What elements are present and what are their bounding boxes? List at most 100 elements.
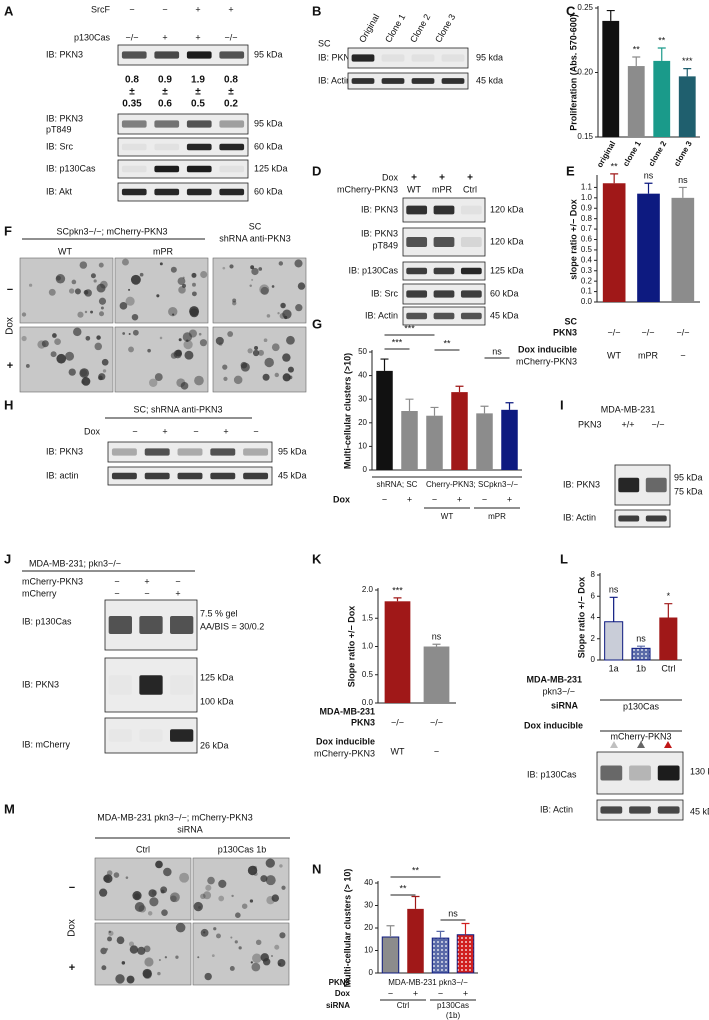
panel-letter: B: [312, 3, 321, 18]
y-tick-label: 40: [364, 878, 373, 887]
cell: [96, 335, 101, 340]
label: 120 kDa: [490, 236, 524, 246]
cell: [200, 271, 208, 279]
blot: [117, 182, 249, 202]
cell: [84, 310, 88, 314]
label: 45 kda: [476, 75, 503, 85]
label: Dox: [5, 317, 16, 335]
label: −: [438, 988, 443, 998]
cell: [265, 875, 276, 886]
label: Original: [357, 12, 381, 44]
label: Ctrl: [397, 1001, 410, 1010]
label: −/−: [641, 327, 654, 337]
panel-letter: I: [560, 397, 564, 412]
cell: [107, 936, 112, 942]
cell: [170, 266, 177, 273]
lane-marker: [637, 741, 645, 748]
blot-band: [186, 143, 212, 151]
label: 7.5 % gel: [200, 608, 238, 618]
cell: [125, 296, 135, 306]
x-tick-label: 1b: [636, 663, 646, 673]
cell: [56, 353, 67, 364]
label: ±: [195, 87, 201, 98]
blot: [347, 72, 469, 90]
blot-band: [170, 729, 194, 742]
cell: [198, 332, 202, 336]
label: 60 kDa: [490, 288, 519, 298]
label: Dox: [67, 919, 78, 937]
y-tick-label: 0.15: [577, 132, 593, 141]
label: −: [114, 588, 119, 598]
label: mPR: [488, 512, 506, 521]
label: MDA-MB-231: [601, 404, 656, 414]
cell: [143, 945, 151, 953]
blot-band: [460, 205, 482, 215]
cell: [274, 372, 279, 378]
cell: [280, 302, 286, 309]
cell: [74, 288, 81, 295]
label: 95 kDa: [278, 446, 307, 456]
error-bar: [657, 47, 666, 61]
cell: [251, 278, 254, 281]
y-tick-label: 0.7: [581, 224, 593, 233]
cell: [96, 283, 106, 293]
significance: ns: [609, 585, 619, 595]
blot-band: [170, 675, 193, 694]
panel-letter: E: [566, 163, 575, 178]
cell: [50, 351, 57, 358]
label: mCherry-PKN3: [610, 731, 671, 741]
label: mCherry: [22, 588, 57, 598]
bar: [659, 617, 678, 660]
label: +: [195, 32, 200, 42]
label: IB: Src: [371, 288, 399, 298]
y-tick-label: 2: [591, 634, 596, 643]
cell: [279, 864, 283, 868]
cell: [182, 332, 193, 342]
label: 0.2: [224, 99, 238, 110]
cell: [252, 349, 260, 357]
error-bar: [455, 385, 464, 393]
blot-band: [618, 477, 640, 493]
bar: [476, 413, 493, 470]
cell: [94, 342, 103, 351]
bar: [456, 934, 475, 974]
cell: [121, 258, 129, 266]
bar: [423, 646, 450, 703]
cell: [125, 876, 129, 879]
label: IB: Actin: [540, 804, 573, 814]
label: SC: [318, 38, 331, 48]
label: WT: [391, 746, 405, 756]
cell: [170, 895, 177, 902]
label: 95 kDa: [674, 472, 703, 482]
cell: [249, 899, 254, 903]
label: pT849: [46, 124, 72, 134]
label: 0.8: [224, 75, 238, 86]
blot: [117, 44, 249, 66]
cell: [149, 897, 159, 907]
label: PKN3: [351, 717, 375, 727]
cell: [102, 369, 107, 373]
blot-band: [121, 165, 147, 173]
cell: [156, 294, 160, 298]
panel-letter: M: [4, 801, 15, 816]
cell: [100, 306, 104, 310]
label: IB: p130Cas: [46, 163, 96, 173]
cell: [287, 366, 294, 373]
label: +: [411, 173, 417, 184]
cell: [185, 339, 189, 343]
cell: [233, 375, 243, 385]
blot-band: [139, 675, 163, 695]
blot: [347, 47, 469, 69]
label: 125 kDa: [254, 163, 288, 173]
blot-band: [351, 54, 375, 62]
label: IB: Src: [46, 141, 74, 151]
error-bar: [432, 643, 441, 647]
x-tick-label: clone 1: [621, 139, 643, 168]
blot: [117, 137, 249, 157]
x-tick-label: clone 3: [672, 139, 694, 168]
bar: [602, 20, 620, 137]
bar: [631, 647, 651, 661]
bar: [602, 183, 626, 302]
bar: [426, 415, 443, 470]
cell: [116, 936, 125, 945]
